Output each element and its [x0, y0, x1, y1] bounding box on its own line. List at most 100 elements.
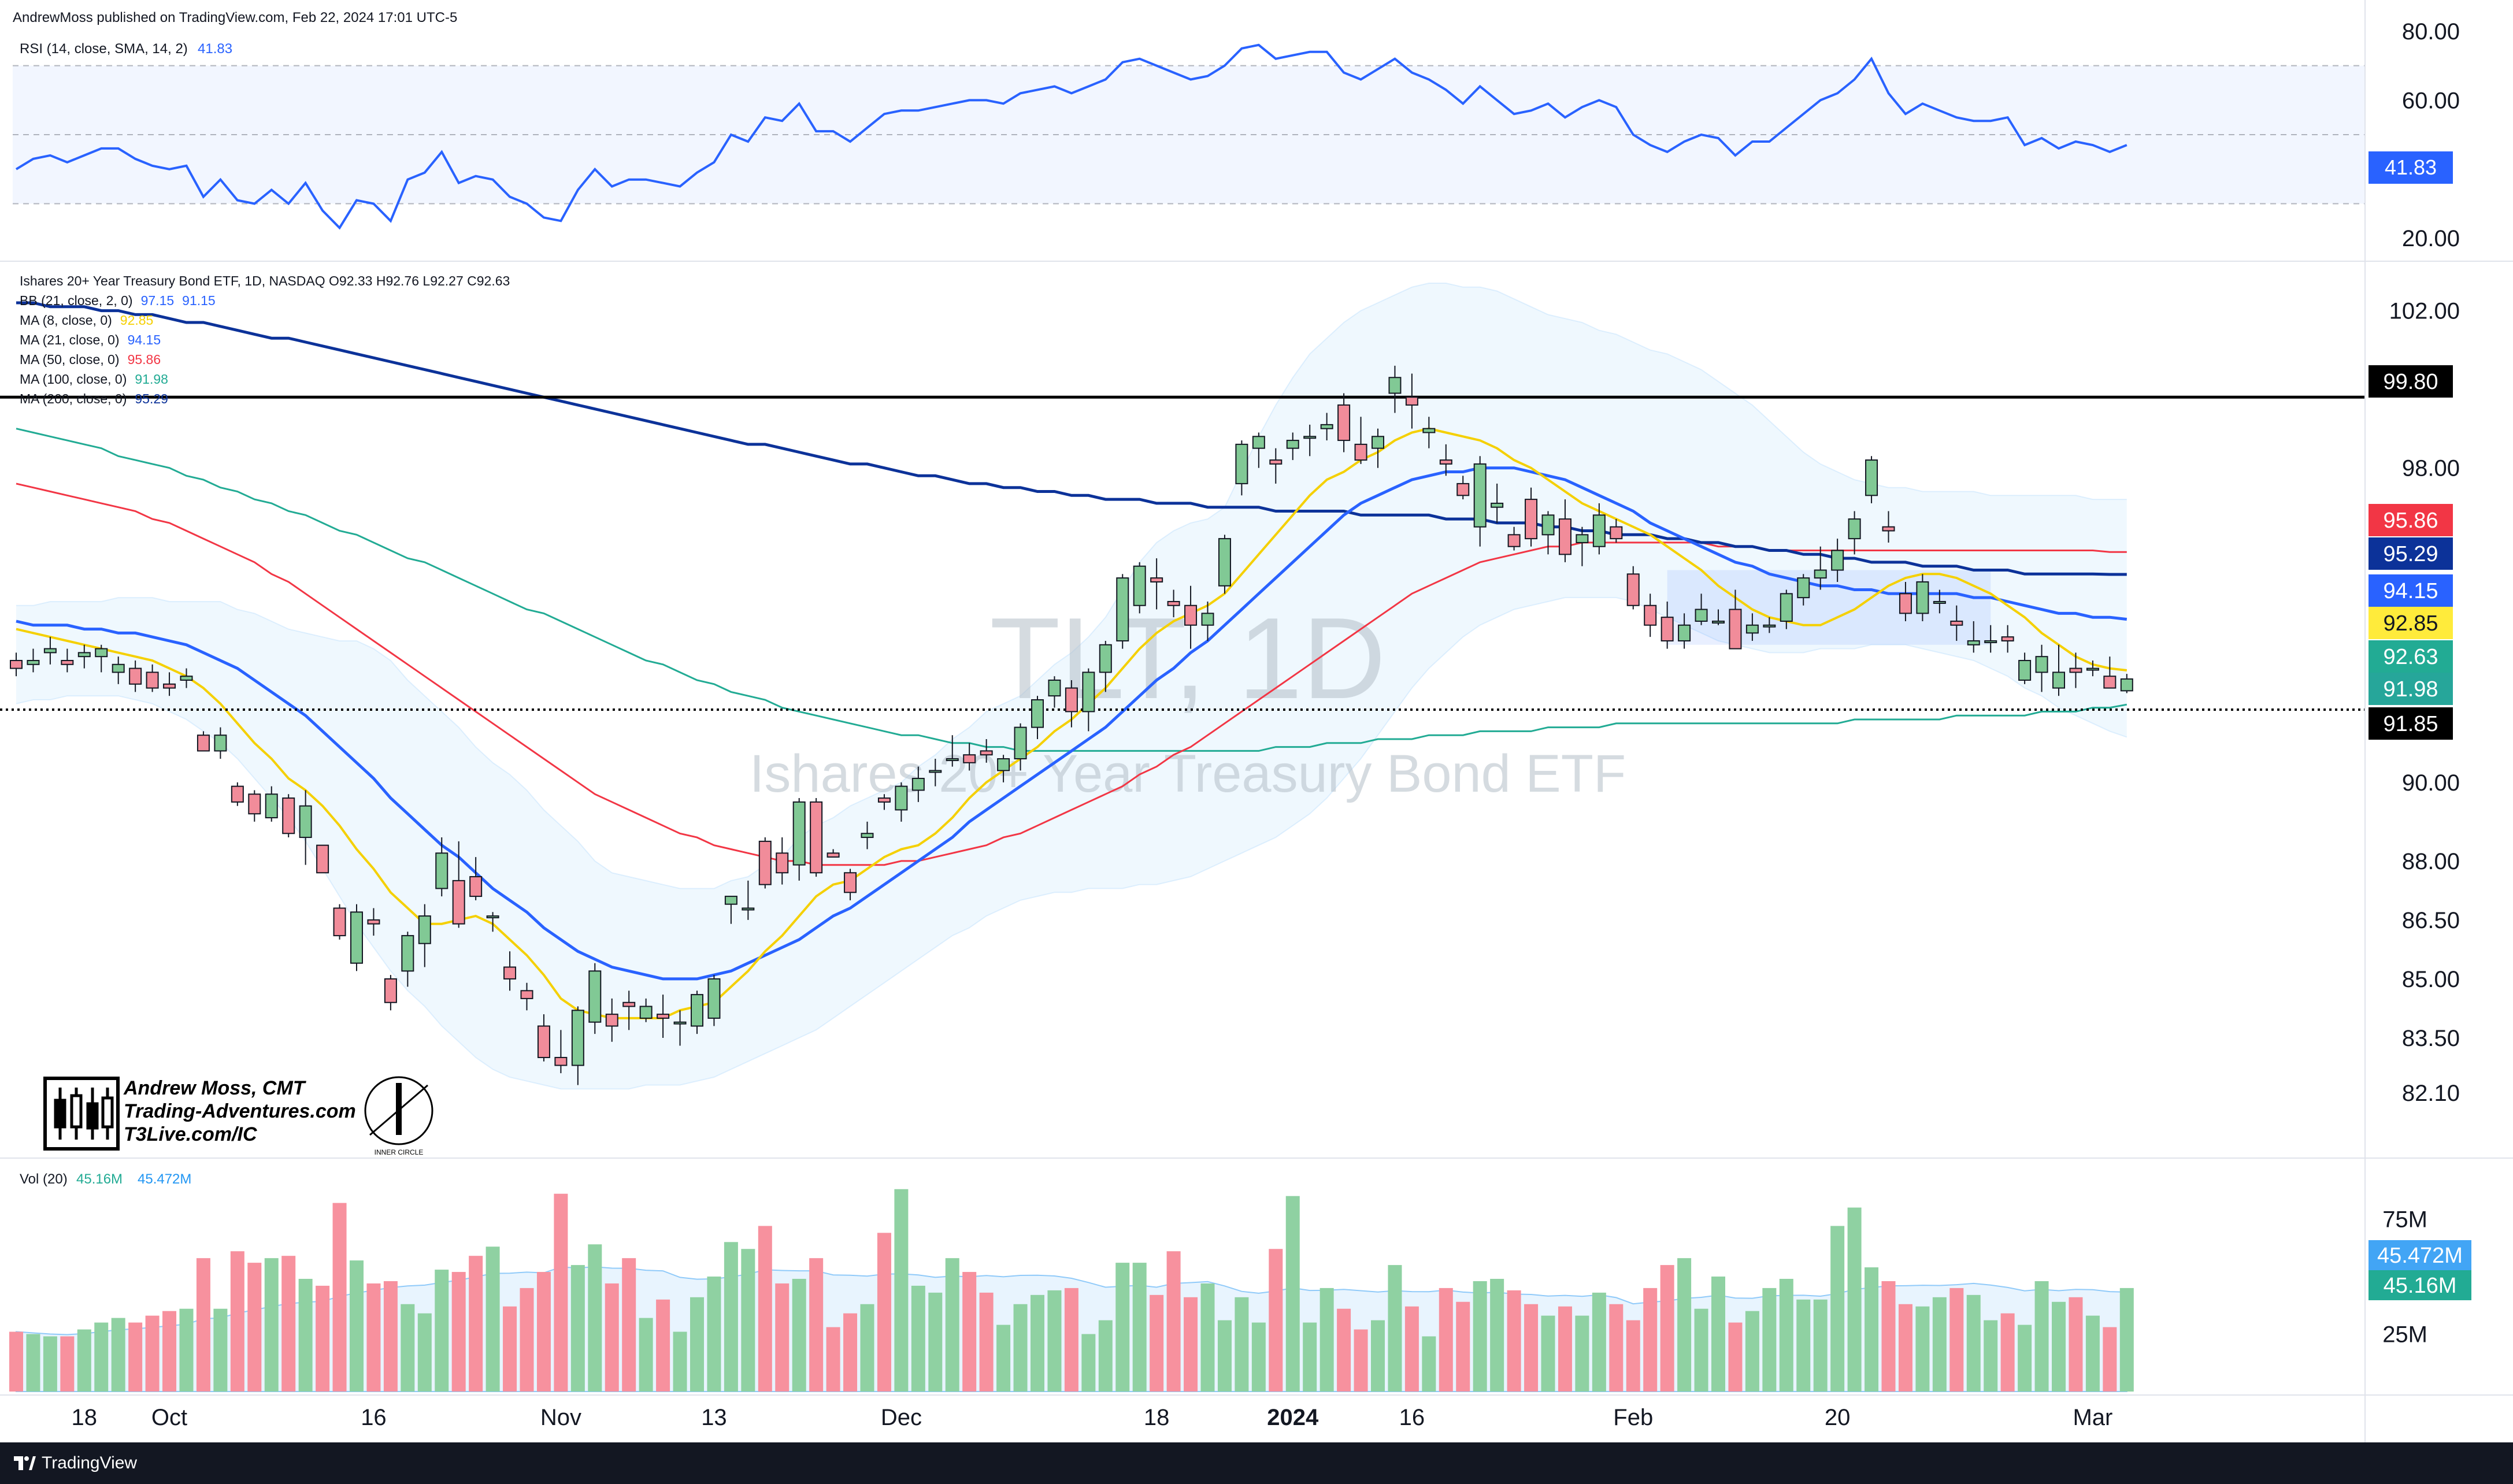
candle-body	[1695, 609, 1708, 622]
candle-body	[1780, 593, 1793, 622]
volume-bar	[1966, 1294, 1981, 1392]
candle-body	[2052, 671, 2065, 689]
volume-bar	[383, 1281, 398, 1392]
candle-body	[1712, 620, 1725, 624]
candle-body	[554, 1056, 568, 1066]
candle-body	[1116, 577, 1129, 641]
time-tick-label: 20	[1825, 1405, 1851, 1430]
candle-body	[1848, 518, 1861, 540]
candle-body	[1422, 428, 1436, 433]
volume-bar	[1558, 1306, 1572, 1392]
volume-bar	[1865, 1267, 1879, 1392]
volume-bar	[469, 1256, 483, 1392]
candle-body	[588, 970, 602, 1023]
volume-value: 45.16M	[76, 1171, 123, 1187]
volume-bar	[1609, 1304, 1624, 1392]
watermark-name: Ishares 20+ Year Treasury Bond ETF	[750, 744, 1626, 803]
rsi-value-badge-text: 41.83	[2385, 155, 2437, 179]
volume-bar	[775, 1283, 790, 1392]
candle-body	[1354, 443, 1367, 461]
consolidation-box	[1667, 570, 1991, 645]
candle-body	[895, 785, 908, 811]
candle-body	[1797, 577, 1810, 599]
candle-body	[1814, 569, 1827, 579]
indicator-value: 94.15	[128, 332, 161, 347]
time-tick-label: 16	[361, 1405, 387, 1430]
volume-bar	[1200, 1283, 1215, 1392]
candle-body	[1558, 518, 1571, 555]
footer-bar	[0, 1442, 2513, 1484]
ma200-line	[16, 301, 2127, 576]
volume-bar	[1507, 1290, 1521, 1392]
volume-bar	[877, 1233, 891, 1392]
price-tick-label: 88.00	[2402, 849, 2460, 874]
candle-body	[1320, 424, 1333, 429]
symbol-title: Ishares 20+ Year Treasury Bond ETF, 1D, …	[20, 273, 510, 288]
candle-body	[1745, 624, 1759, 634]
volume-bar	[1132, 1263, 1147, 1392]
candle-body	[418, 915, 431, 944]
footer-brand[interactable]: TradingView	[42, 1453, 138, 1472]
indicator-name: MA (100, close, 0)	[20, 372, 127, 387]
price-tick-label: 90.00	[2402, 770, 2460, 796]
candle-body	[1984, 640, 1997, 643]
price-tick-label: 85.00	[2402, 967, 2460, 992]
candle-body	[861, 833, 874, 839]
candle-body	[1082, 671, 1095, 713]
volume-bar	[77, 1329, 91, 1392]
rsi-axis-ticks: 80.00 60.00 20.00	[2402, 19, 2460, 251]
price-label-text: 95.29	[2383, 542, 2438, 566]
time-tick-label: 13	[701, 1405, 727, 1430]
indicator-legend-item: MA (200, close, 0) 95.29	[20, 391, 168, 406]
rsi-level-lines	[13, 65, 2365, 205]
candle-body	[248, 793, 261, 815]
candle-body	[1592, 514, 1606, 547]
indicator-legend-item: MA (8, close, 0) 92.85	[20, 313, 153, 328]
price-label-badge	[2369, 640, 2453, 673]
volume-bar	[809, 1258, 824, 1392]
volume-bar	[1098, 1320, 1113, 1392]
indicator-legend: BB (21, close, 2, 0) 97.15 91.15 MA (8, clo…	[20, 293, 216, 406]
indicator-legend-item: MA (100, close, 0) 91.98	[20, 372, 168, 387]
volume-bar	[435, 1270, 449, 1392]
volume-bar	[1150, 1294, 1164, 1392]
candle-body	[877, 797, 891, 803]
indicator-value: 92.85	[120, 313, 154, 328]
volume-bar	[94, 1322, 109, 1392]
candle-body	[673, 1021, 687, 1025]
candle-body	[657, 1014, 670, 1019]
time-tick-label: 2024	[1267, 1405, 1319, 1430]
candle-body	[1388, 377, 1402, 394]
volume-bar	[1319, 1288, 1334, 1392]
volume-bar	[1643, 1288, 1658, 1392]
candle-body	[1048, 679, 1061, 697]
volume-ma-value: 45.472M	[138, 1171, 191, 1187]
candle-body	[1065, 687, 1078, 713]
candle-body	[43, 648, 57, 654]
candle-body	[350, 911, 363, 964]
candle-body	[129, 667, 142, 685]
candle-body	[2001, 636, 2014, 641]
volume-bar	[1473, 1281, 1487, 1392]
volume-bar	[281, 1256, 296, 1392]
volume-bar	[1013, 1304, 1028, 1392]
volume-bar	[145, 1315, 160, 1392]
candle-body	[1133, 565, 1146, 606]
time-tick-label: Dec	[881, 1405, 922, 1430]
candle-body	[1167, 600, 1180, 606]
rsi-value: 41.83	[198, 41, 232, 57]
candle-body	[1916, 581, 1929, 614]
price-label-badge	[2369, 607, 2453, 639]
candle-body	[1286, 440, 1299, 449]
rsi-tick-label: 80.00	[2402, 19, 2460, 44]
volume-tick-label: 75M	[2382, 1207, 2427, 1233]
volume-bar	[1541, 1315, 1555, 1392]
candle-body	[367, 919, 380, 925]
volume-bar	[656, 1299, 670, 1392]
indicator-value: 91.15	[182, 293, 216, 308]
volume-bar	[1728, 1322, 1743, 1392]
time-tick-label: Nov	[540, 1405, 581, 1430]
tradingview-logo-icon	[14, 1456, 36, 1470]
candle-body	[980, 750, 993, 756]
indicator-name: BB (21, close, 2, 0)	[20, 293, 133, 308]
